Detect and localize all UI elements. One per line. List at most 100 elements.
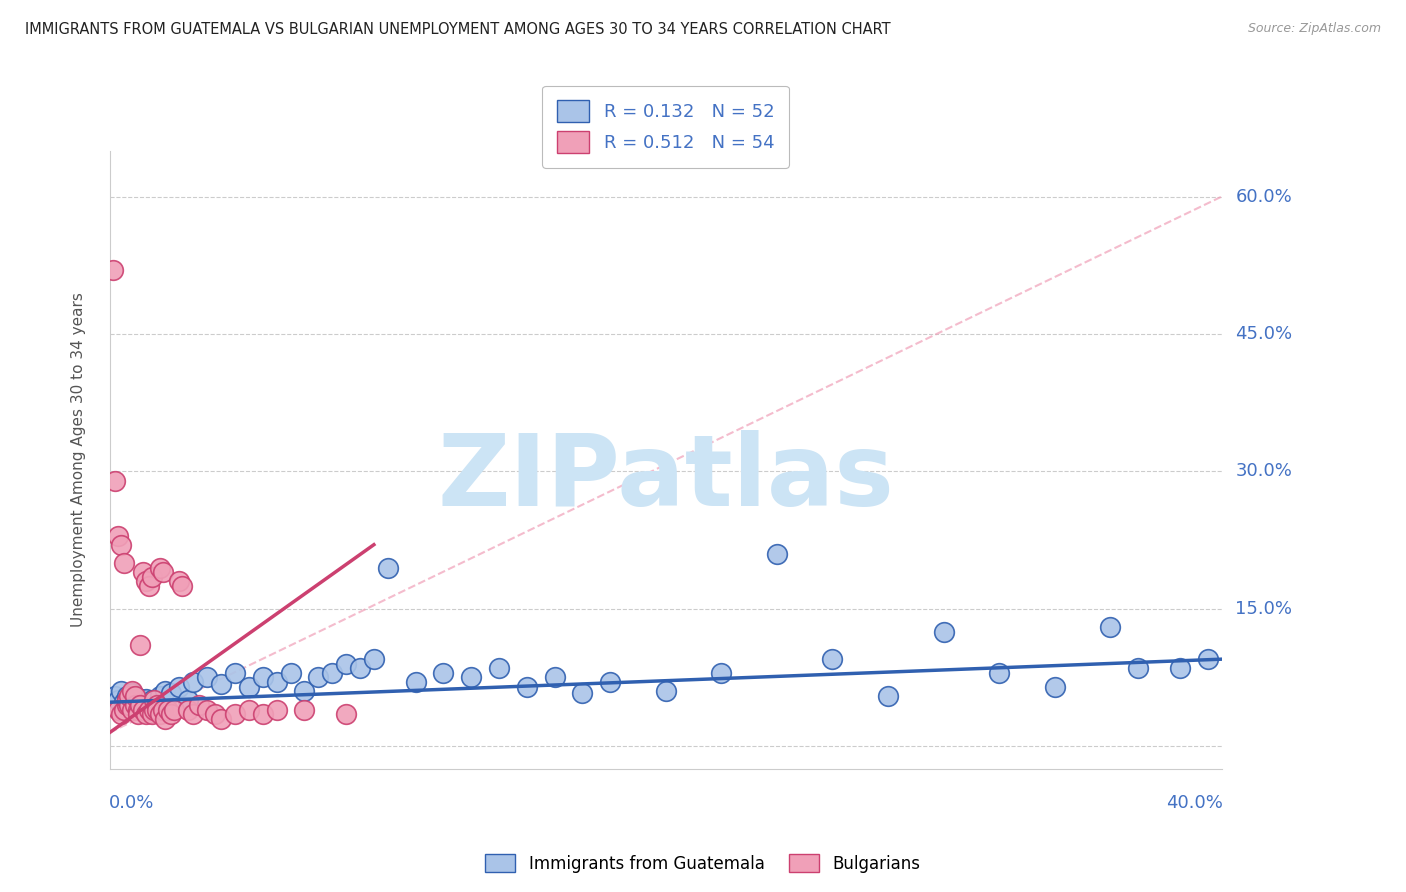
Point <box>127 707 149 722</box>
Point <box>163 702 186 716</box>
Point <box>155 684 177 698</box>
Point <box>110 684 132 698</box>
Point <box>118 698 141 712</box>
Point <box>460 671 482 685</box>
Point <box>143 702 166 716</box>
Point <box>157 702 180 716</box>
Text: 15.0%: 15.0% <box>1236 599 1292 618</box>
Point <box>112 556 135 570</box>
Point <box>138 579 160 593</box>
Point <box>932 624 955 639</box>
Text: 45.0%: 45.0% <box>1236 325 1292 343</box>
Point <box>335 657 357 671</box>
Legend: Immigrants from Guatemala, Bulgarians: Immigrants from Guatemala, Bulgarians <box>478 847 928 880</box>
Point <box>146 702 169 716</box>
Point <box>141 570 163 584</box>
Point <box>238 702 260 716</box>
Point <box>160 686 183 700</box>
Point <box>132 702 155 716</box>
Point <box>104 474 127 488</box>
Point <box>169 680 191 694</box>
Point <box>516 680 538 694</box>
Text: 60.0%: 60.0% <box>1236 187 1292 206</box>
Point <box>127 690 149 705</box>
Text: ZIPatlas: ZIPatlas <box>437 430 894 527</box>
Point <box>141 707 163 722</box>
Point <box>107 528 129 542</box>
Point <box>121 686 143 700</box>
Point <box>1128 661 1150 675</box>
Point <box>195 671 218 685</box>
Point <box>155 712 177 726</box>
Point <box>118 689 141 703</box>
Point <box>377 560 399 574</box>
Legend: R = 0.132   N = 52, R = 0.512   N = 54: R = 0.132 N = 52, R = 0.512 N = 54 <box>543 86 789 168</box>
Point <box>238 680 260 694</box>
Point <box>266 675 288 690</box>
Point <box>104 689 127 703</box>
Text: 30.0%: 30.0% <box>1236 462 1292 481</box>
Point <box>135 574 157 589</box>
Point <box>432 665 454 680</box>
Point <box>176 693 198 707</box>
Point <box>294 702 316 716</box>
Point <box>181 707 204 722</box>
Point <box>1099 620 1122 634</box>
Point <box>115 698 138 712</box>
Point <box>571 686 593 700</box>
Point <box>176 702 198 716</box>
Point <box>132 695 155 709</box>
Y-axis label: Unemployment Among Ages 30 to 34 years: Unemployment Among Ages 30 to 34 years <box>72 293 86 627</box>
Text: Source: ZipAtlas.com: Source: ZipAtlas.com <box>1247 22 1381 36</box>
Point <box>115 689 138 703</box>
Point <box>160 707 183 722</box>
Point <box>149 707 172 722</box>
Point <box>169 574 191 589</box>
Point <box>321 665 343 680</box>
Point <box>107 693 129 707</box>
Point <box>124 698 146 712</box>
Point <box>141 693 163 707</box>
Point <box>363 652 385 666</box>
Point <box>143 693 166 707</box>
Point <box>335 707 357 722</box>
Point <box>129 698 152 712</box>
Point <box>224 707 246 722</box>
Point <box>101 263 124 277</box>
Point <box>146 698 169 712</box>
Point <box>127 702 149 716</box>
Point <box>710 665 733 680</box>
Point <box>135 707 157 722</box>
Point <box>252 671 274 685</box>
Point <box>132 565 155 579</box>
Point <box>1043 680 1066 694</box>
Point <box>121 684 143 698</box>
Point <box>877 689 900 703</box>
Point <box>307 671 329 685</box>
Text: IMMIGRANTS FROM GUATEMALA VS BULGARIAN UNEMPLOYMENT AMONG AGES 30 TO 34 YEARS CO: IMMIGRANTS FROM GUATEMALA VS BULGARIAN U… <box>25 22 891 37</box>
Point <box>187 698 209 712</box>
Point <box>1197 652 1219 666</box>
Point <box>107 702 129 716</box>
Point <box>821 652 844 666</box>
Point <box>599 675 621 690</box>
Point <box>1168 661 1191 675</box>
Point <box>405 675 427 690</box>
Point <box>543 671 565 685</box>
Point <box>112 702 135 716</box>
Point <box>988 665 1011 680</box>
Point <box>121 702 143 716</box>
Point <box>280 665 302 680</box>
Point <box>224 665 246 680</box>
Point <box>209 677 232 691</box>
Point <box>172 579 194 593</box>
Point <box>152 702 174 716</box>
Point <box>110 538 132 552</box>
Point <box>149 560 172 574</box>
Point <box>152 565 174 579</box>
Point <box>195 702 218 716</box>
Point <box>266 702 288 716</box>
Point <box>209 712 232 726</box>
Text: 0.0%: 0.0% <box>108 794 155 812</box>
Point <box>112 695 135 709</box>
